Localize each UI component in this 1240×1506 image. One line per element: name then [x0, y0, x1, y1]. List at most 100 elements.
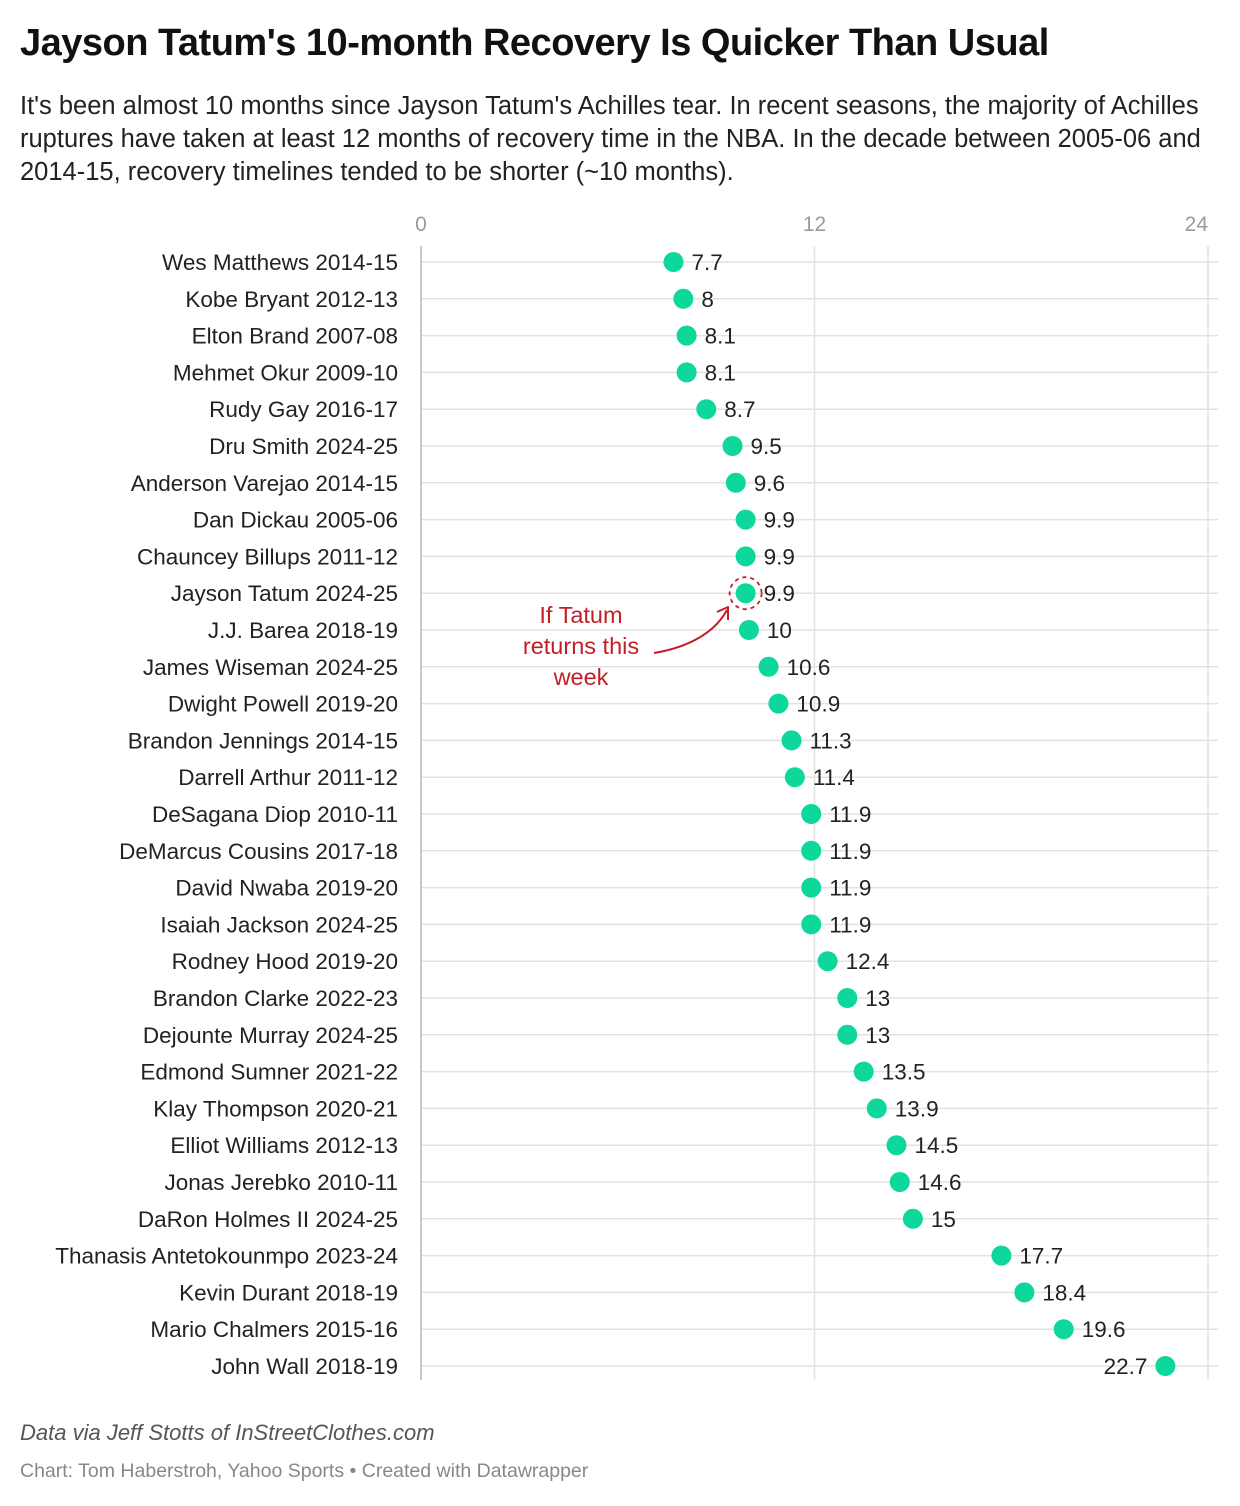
data-point	[725, 472, 746, 493]
data-label: 13.5	[882, 1060, 926, 1085]
category-label: Brandon Clarke 2022-23	[153, 986, 398, 1011]
category-label: John Wall 2018-19	[211, 1354, 398, 1379]
data-label: 15	[931, 1207, 956, 1232]
data-point	[768, 693, 789, 714]
data-label: 17.7	[1019, 1244, 1063, 1269]
category-label: Rodney Hood 2019-20	[172, 949, 398, 974]
category-label: Wes Matthews 2014-15	[162, 250, 398, 275]
category-label: Isaiah Jackson 2024-25	[160, 912, 398, 937]
data-label: 10.9	[796, 692, 840, 717]
data-point	[991, 1245, 1012, 1266]
data-label: 22.7	[1104, 1354, 1148, 1379]
annotation-text: week	[553, 664, 609, 690]
data-label: 18.4	[1042, 1280, 1086, 1305]
category-label: Darrell Arthur 2011-12	[178, 765, 398, 790]
category-label: Mario Chalmers 2015-16	[150, 1317, 398, 1342]
annotation-text: If Tatum	[539, 602, 622, 628]
category-label: Jayson Tatum 2024-25	[171, 581, 398, 606]
category-label: J.J. Barea 2018-19	[208, 618, 398, 643]
x-tick-label: 24	[1185, 213, 1209, 236]
data-label: 9.9	[764, 544, 795, 569]
category-label: DeSagana Diop 2010-11	[152, 802, 398, 827]
chart-subtitle: It's been almost 10 months since Jayson …	[20, 92, 1201, 186]
category-label: DeMarcus Cousins 2017-18	[119, 839, 398, 864]
data-label: 10.6	[787, 655, 831, 680]
x-tick-label: 12	[803, 213, 826, 236]
data-point	[676, 362, 697, 383]
data-point	[853, 1061, 874, 1082]
data-point	[1155, 1356, 1176, 1376]
category-label: Elliot Williams 2012-13	[170, 1133, 398, 1158]
category-label: Mehmet Okur 2009-10	[173, 360, 398, 385]
data-label: 8.1	[705, 360, 736, 385]
data-point	[663, 252, 684, 272]
data-point	[866, 1098, 887, 1119]
data-label: 11.4	[813, 765, 855, 790]
data-point	[886, 1135, 907, 1156]
data-point	[889, 1172, 910, 1192]
x-tick-label: 0	[415, 213, 427, 236]
data-point	[696, 399, 717, 420]
data-point	[735, 546, 756, 567]
category-label: Thanasis Antetokounmpo 2023-24	[55, 1244, 398, 1269]
category-label: James Wiseman 2024-25	[143, 655, 398, 680]
category-label: Dru Smith 2024-25	[209, 434, 398, 459]
category-label: Brandon Jennings 2014-15	[128, 728, 398, 753]
data-point	[758, 656, 779, 677]
data-label: 13	[865, 986, 890, 1011]
category-label: Dejounte Murray 2024-25	[143, 1023, 398, 1048]
annotation-arrowhead	[716, 606, 729, 620]
data-point	[735, 583, 756, 604]
category-label: Anderson Varejao 2014-15	[131, 471, 398, 496]
category-label: Dan Dickau 2005-06	[193, 508, 398, 533]
data-label: 19.6	[1082, 1317, 1126, 1342]
data-label: 11.9	[829, 912, 871, 937]
data-point	[673, 288, 694, 309]
data-point	[801, 914, 822, 935]
data-label: 9.9	[764, 581, 795, 606]
data-source-note: Data via Jeff Stotts of InStreetClothes.…	[20, 1420, 435, 1445]
data-label: 8.7	[724, 397, 755, 422]
category-label: DaRon Holmes II 2024-25	[138, 1207, 398, 1232]
data-point	[735, 509, 756, 530]
data-point	[817, 951, 838, 972]
data-point	[837, 988, 858, 1008]
annotation-text: returns this	[523, 633, 639, 659]
data-label: 8.1	[705, 324, 736, 349]
data-label: 11.3	[810, 728, 852, 753]
data-point	[801, 840, 822, 861]
category-label: Rudy Gay 2016-17	[209, 397, 398, 422]
category-label: Kevin Durant 2018-19	[179, 1280, 398, 1305]
data-label: 11.9	[829, 876, 871, 901]
category-label: Kobe Bryant 2012-13	[185, 287, 398, 312]
category-label: Jonas Jerebko 2010-11	[165, 1170, 399, 1195]
data-point	[1053, 1319, 1074, 1340]
data-label: 8	[701, 287, 714, 312]
category-label: David Nwaba 2019-20	[175, 876, 398, 901]
data-point	[837, 1024, 858, 1045]
data-label: 7.7	[691, 250, 722, 275]
data-point	[801, 877, 822, 898]
data-point	[1014, 1282, 1035, 1303]
data-label: 14.6	[918, 1170, 962, 1195]
data-label: 11.9	[829, 802, 871, 827]
data-point	[801, 804, 822, 824]
annotation-arrow	[653, 609, 728, 654]
category-label: Chauncey Billups 2011-12	[137, 544, 398, 569]
data-label: 12.4	[846, 949, 890, 974]
data-label: 9.5	[751, 434, 782, 459]
category-label: Klay Thompson 2020-21	[153, 1096, 398, 1121]
data-label: 9.9	[764, 508, 795, 533]
category-label: Dwight Powell 2019-20	[168, 692, 398, 717]
highlight-ring	[728, 576, 763, 611]
data-point	[781, 730, 802, 751]
data-label: 10	[767, 618, 792, 643]
data-label: 13	[865, 1023, 890, 1048]
data-point	[722, 436, 743, 456]
data-label: 14.5	[914, 1133, 958, 1158]
data-point	[902, 1208, 923, 1229]
chart-title: Jayson Tatum's 10-month Recovery Is Quic…	[20, 22, 1049, 64]
data-point	[738, 620, 759, 640]
category-label: Edmond Sumner 2021-22	[140, 1060, 398, 1085]
dot-plot-chart: 0 12 24 Wes Matthews 2014-15 Kobe Bryant 201…	[55, 213, 1218, 1380]
